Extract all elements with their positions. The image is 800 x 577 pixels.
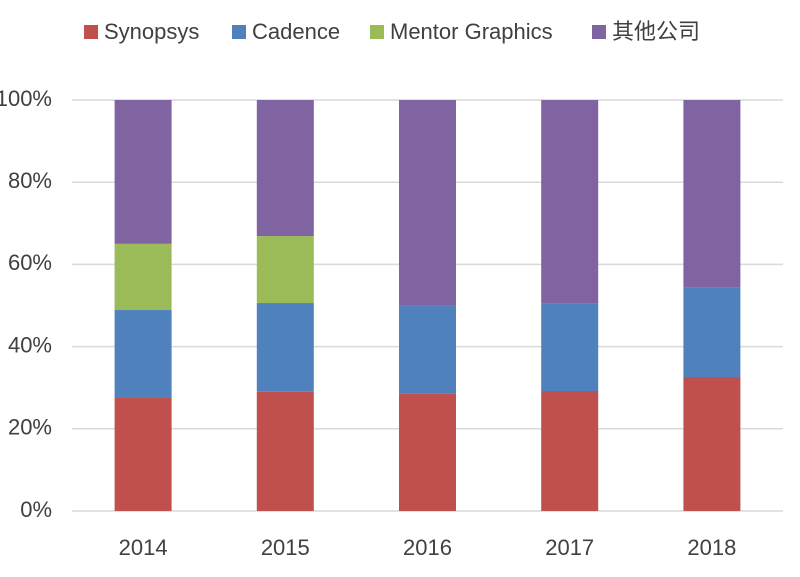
x-tick-label: 2018 bbox=[687, 535, 736, 560]
y-tick-label: 0% bbox=[20, 497, 52, 522]
legend-swatch bbox=[84, 25, 98, 39]
x-tick-label: 2015 bbox=[261, 535, 310, 560]
bar-segment bbox=[399, 100, 456, 306]
bar-segment bbox=[114, 243, 172, 311]
x-tick-label: 2017 bbox=[545, 535, 594, 560]
legend-swatch bbox=[232, 25, 246, 39]
bar-segment bbox=[683, 287, 741, 378]
bar-segment bbox=[256, 100, 314, 237]
bar-segment bbox=[114, 310, 172, 398]
y-tick-label: 60% bbox=[8, 250, 52, 275]
bar-segment bbox=[256, 236, 314, 304]
legend-swatch bbox=[592, 25, 606, 39]
bar-segment bbox=[541, 390, 599, 511]
bar-segment bbox=[399, 305, 456, 394]
legend-label: Mentor Graphics bbox=[390, 19, 553, 44]
x-tick-label: 2014 bbox=[119, 535, 168, 560]
legend-swatch bbox=[370, 25, 384, 39]
legend-label: Synopsys bbox=[104, 19, 199, 44]
bar-segment bbox=[399, 393, 456, 511]
legend-label: 其他公司 bbox=[612, 19, 700, 44]
bar-segment bbox=[683, 100, 741, 288]
bar-segment bbox=[256, 303, 314, 392]
bar-segment bbox=[256, 391, 314, 511]
y-tick-label: 80% bbox=[8, 168, 52, 193]
x-tick-label: 2016 bbox=[403, 535, 452, 560]
bar-segment bbox=[541, 100, 599, 304]
bar-segment bbox=[683, 377, 741, 511]
bar-segment bbox=[114, 100, 172, 244]
y-tick-label: 100% bbox=[0, 86, 52, 111]
bar-segment bbox=[541, 303, 599, 391]
legend-label: Cadence bbox=[252, 19, 340, 44]
y-tick-label: 40% bbox=[8, 332, 52, 357]
y-tick-label: 20% bbox=[8, 415, 52, 440]
bar-segment bbox=[114, 397, 172, 511]
